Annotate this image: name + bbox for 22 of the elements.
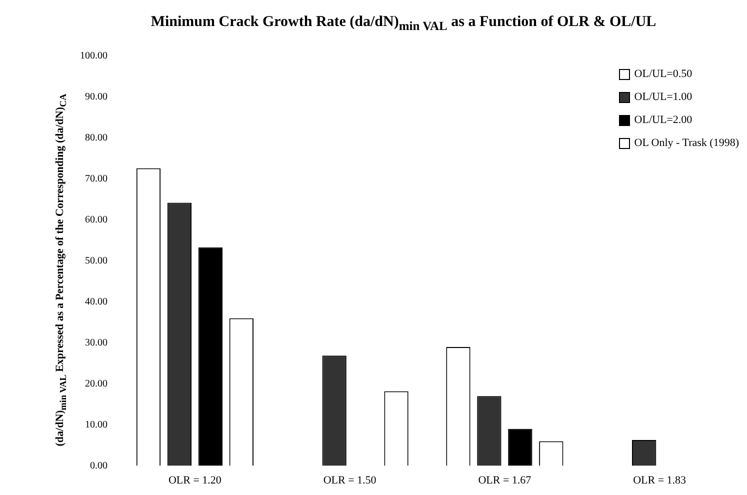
- y-tick-label: 60.00: [85, 214, 108, 226]
- y-tick-label: 20.00: [85, 378, 108, 390]
- legend-label: OL/UL=2.00: [634, 114, 692, 126]
- y-tick-label: 0.00: [90, 460, 108, 472]
- legend-label: OL/UL=0.50: [634, 68, 692, 80]
- y-tick-label: 50.00: [85, 256, 108, 267]
- x-tick-label: OLR = 1.50: [323, 474, 377, 486]
- y-tick-label: 90.00: [85, 92, 108, 103]
- x-tick-label: OLR = 1.67: [478, 474, 532, 486]
- y-tick-label: 30.00: [85, 337, 108, 348]
- y-tick-label: 70.00: [85, 174, 108, 185]
- x-tick-label: OLR = 1.20: [168, 474, 222, 486]
- y-tick-label: 10.00: [85, 419, 108, 430]
- y-tick-label: 80.00: [85, 132, 108, 144]
- bar: [508, 428, 532, 466]
- legend-label: OL Only - Trask (1998): [634, 137, 739, 149]
- chart-title: Minimum Crack Growth Rate (da/dN)$_{min VAL}$ as a Function of OLR & OL/UL: [150, 14, 658, 34]
- x-tick-label: OLR = 1.83: [633, 474, 687, 486]
- y-tick-label: 100.00: [80, 50, 108, 62]
- legend-label: OL/UL=1.00: [634, 91, 692, 103]
- y-tick-label: 40.00: [85, 296, 108, 308]
- bar: [198, 247, 223, 466]
